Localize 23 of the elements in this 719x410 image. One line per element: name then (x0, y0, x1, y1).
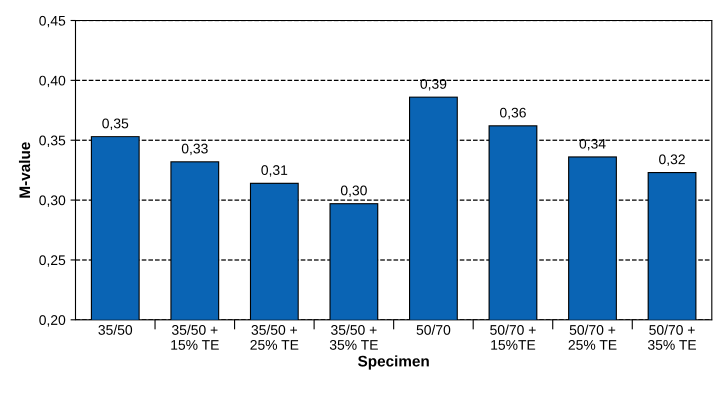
x-tick-label: 35/50 + 25% TE (250, 324, 298, 350)
data-label: 0,33 (182, 144, 208, 156)
x-axis-title: Specimen (358, 355, 429, 370)
x-tick-label: 50/70 + 35% TE (648, 324, 696, 350)
y-tick-label: 0,30 (39, 195, 66, 207)
x-tick-label: 50/70 + 25% TE (568, 324, 616, 350)
x-tick-label: 50/70 + 15%TE (490, 324, 536, 350)
y-tick-label: 0,35 (39, 136, 66, 148)
y-axis-title: M-value (18, 142, 30, 198)
y-tick-label: 0,25 (39, 255, 66, 267)
y-tick-label: 0,20 (39, 315, 66, 327)
data-label: 0,35 (102, 118, 128, 130)
x-tick-label: 35/50 + 35% TE (330, 324, 378, 350)
data-label: 0,31 (261, 165, 288, 177)
x-tick-label: 50/70 (416, 324, 450, 335)
data-label: 0,36 (500, 108, 526, 120)
x-tick-label: 35/50 (98, 324, 132, 335)
x-tick-label: 35/50 + 15% TE (171, 324, 219, 350)
data-label: 0,34 (580, 138, 606, 150)
data-label: 0,32 (659, 154, 685, 166)
y-tick-label: 0,45 (39, 16, 66, 28)
data-label: 0,30 (340, 186, 367, 198)
y-tick-label: 0,40 (39, 76, 66, 88)
